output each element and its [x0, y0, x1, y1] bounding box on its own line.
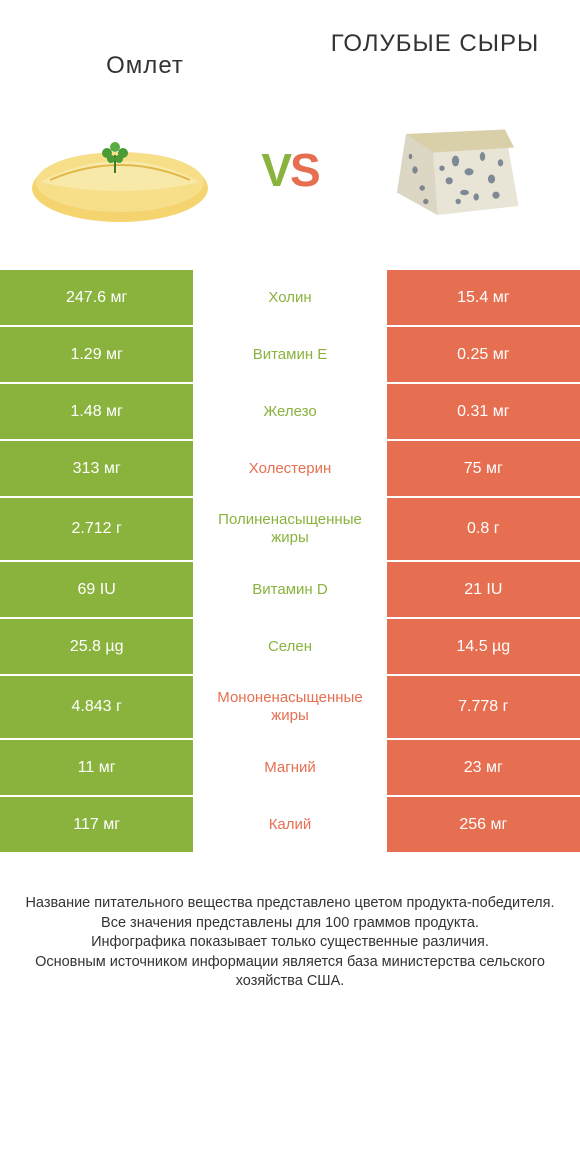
table-row: 247.6 мгХолин15.4 мг — [0, 270, 580, 327]
cell-left-value: 247.6 мг — [0, 270, 193, 325]
table-row: 11 мгМагний23 мг — [0, 740, 580, 797]
vs-label: VS — [261, 143, 318, 197]
footer-line-1: Название питательного вещества представл… — [24, 894, 556, 914]
cell-left-value: 25.8 µg — [0, 619, 193, 674]
title-left: Омлет — [0, 30, 290, 80]
cell-nutrient-label: Мононенасыщенные жиры — [193, 676, 386, 738]
footer-line-2: Все значения представлены для 100 граммо… — [24, 914, 556, 934]
cell-nutrient-label: Полиненасыщенные жиры — [193, 498, 386, 560]
cell-right-value: 0.25 мг — [387, 327, 580, 382]
vs-s: S — [290, 144, 319, 196]
table-row: 117 мгКалий256 мг — [0, 797, 580, 854]
table-row: 313 мгХолестерин75 мг — [0, 441, 580, 498]
cell-nutrient-label: Холин — [193, 270, 386, 325]
cell-nutrient-label: Селен — [193, 619, 386, 674]
title-right: ГОЛУБЫЕ СЫРЫ — [290, 30, 580, 59]
cell-right-value: 21 IU — [387, 562, 580, 617]
footer-line-3: Инфографика показывает только существенн… — [24, 933, 556, 953]
cell-left-value: 11 мг — [0, 740, 193, 795]
header: Омлет ГОЛУБЫЕ СЫРЫ — [0, 0, 580, 80]
table-row: 25.8 µgСелен14.5 µg — [0, 619, 580, 676]
cell-left-value: 1.29 мг — [0, 327, 193, 382]
footer-notes: Название питательного вещества представл… — [0, 854, 580, 992]
cell-right-value: 0.31 мг — [387, 384, 580, 439]
table-row: 4.843 гМононенасыщенные жиры7.778 г — [0, 676, 580, 740]
cell-left-value: 69 IU — [0, 562, 193, 617]
cell-right-value: 256 мг — [387, 797, 580, 852]
table-row: 2.712 гПолиненасыщенные жиры0.8 г — [0, 498, 580, 562]
cell-left-value: 1.48 мг — [0, 384, 193, 439]
omelet-image — [20, 100, 220, 240]
vs-v: V — [261, 144, 290, 196]
footer-line-4: Основным источником информации является … — [24, 953, 556, 992]
table-row: 1.48 мгЖелезо0.31 мг — [0, 384, 580, 441]
cell-right-value: 23 мг — [387, 740, 580, 795]
cell-left-value: 2.712 г — [0, 498, 193, 560]
cell-left-value: 313 мг — [0, 441, 193, 496]
cell-right-value: 0.8 г — [387, 498, 580, 560]
cell-left-value: 4.843 г — [0, 676, 193, 738]
cell-right-value: 14.5 µg — [387, 619, 580, 674]
cell-nutrient-label: Витамин E — [193, 327, 386, 382]
cell-left-value: 117 мг — [0, 797, 193, 852]
cell-nutrient-label: Магний — [193, 740, 386, 795]
cell-nutrient-label: Калий — [193, 797, 386, 852]
cell-nutrient-label: Холестерин — [193, 441, 386, 496]
cell-right-value: 7.778 г — [387, 676, 580, 738]
table-row: 69 IUВитамин D21 IU — [0, 562, 580, 619]
comparison-table: 247.6 мгХолин15.4 мг1.29 мгВитамин E0.25… — [0, 270, 580, 854]
images-row: VS — [0, 80, 580, 270]
cell-nutrient-label: Железо — [193, 384, 386, 439]
cell-right-value: 15.4 мг — [387, 270, 580, 325]
blue-cheese-image — [360, 100, 560, 240]
cell-right-value: 75 мг — [387, 441, 580, 496]
table-row: 1.29 мгВитамин E0.25 мг — [0, 327, 580, 384]
cell-nutrient-label: Витамин D — [193, 562, 386, 617]
